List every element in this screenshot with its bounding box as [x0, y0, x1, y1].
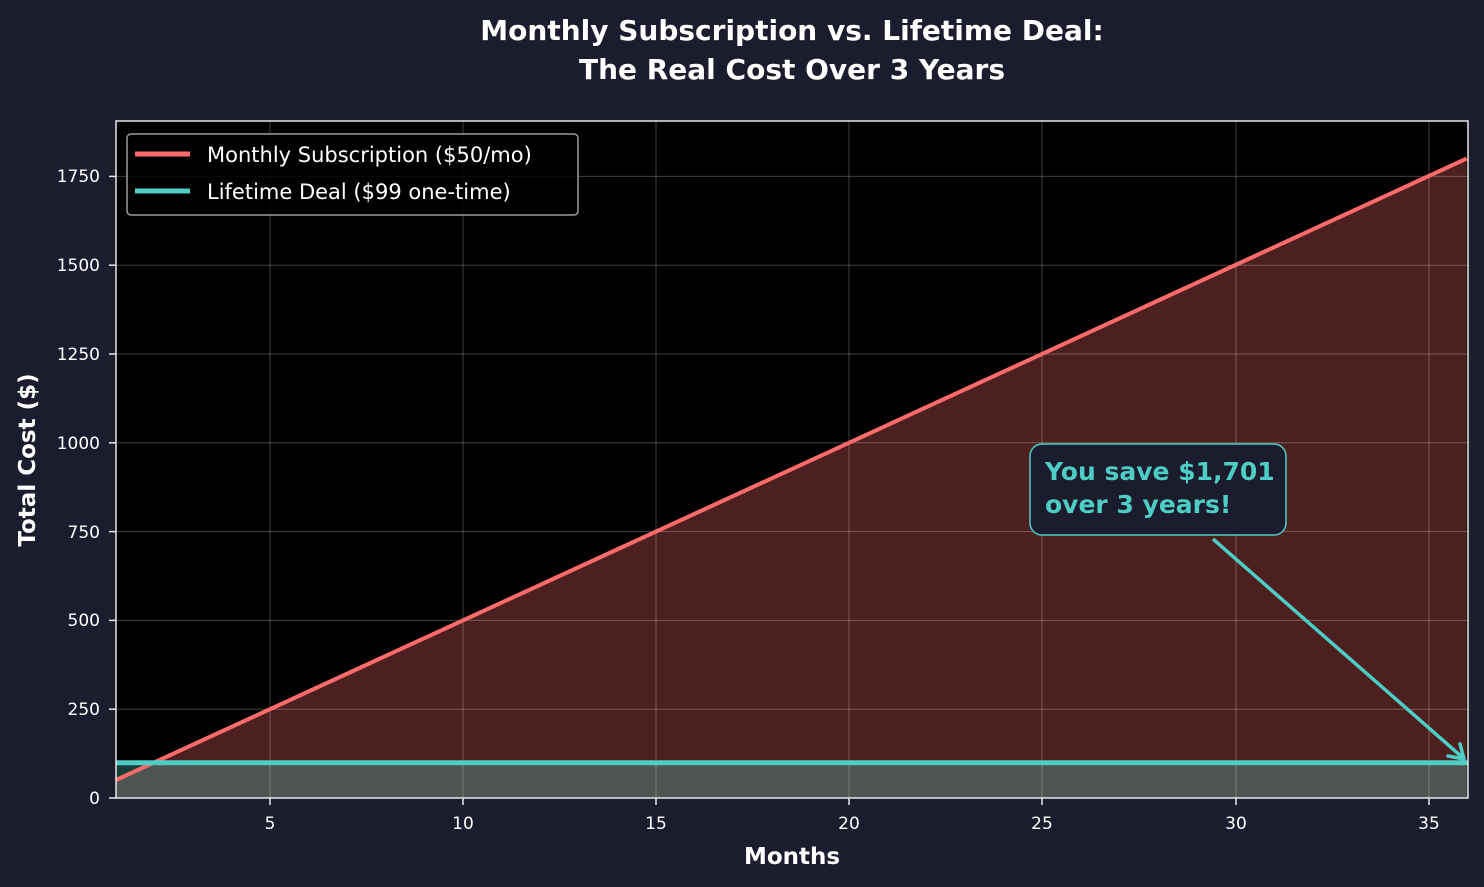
legend-label-subscription: Monthly Subscription ($50/mo) — [207, 143, 532, 167]
x-axis-label: Months — [744, 844, 840, 870]
annotation-text-line-2: over 3 years! — [1045, 490, 1231, 519]
chart-title-line-2: The Real Cost Over 3 Years — [579, 53, 1005, 86]
arrow-head-icon — [1446, 742, 1466, 761]
x-tick-label: 30 — [1225, 814, 1247, 834]
x-axis: 5 10 15 20 25 30 35 Months — [265, 798, 1440, 870]
x-tick-label: 25 — [1031, 814, 1053, 834]
subscription-area-fill — [115, 158, 1467, 799]
y-tick-label: 1250 — [57, 345, 100, 365]
legend-label-lifetime: Lifetime Deal ($99 one-time) — [207, 180, 511, 204]
y-tick-label: 1500 — [57, 256, 100, 276]
y-tick-label: 0 — [89, 789, 100, 809]
x-tick-label: 10 — [452, 814, 474, 834]
axes-frame — [115, 120, 1469, 799]
annotation-text-line-1: You save $1,701 — [1044, 457, 1275, 486]
x-tick-label: 5 — [265, 814, 276, 834]
y-tick-label: 500 — [68, 611, 100, 631]
y-tick-label: 1750 — [57, 167, 100, 187]
savings-annotation: You save $1,701 over 3 years! — [1029, 443, 1466, 761]
y-tick-label: 1000 — [57, 434, 100, 454]
y-tick-label: 250 — [68, 700, 100, 720]
x-tick-label: 20 — [838, 814, 860, 834]
chart-title-line-1: Monthly Subscription vs. Lifetime Deal: — [480, 14, 1103, 47]
subscription-line — [114, 156, 1468, 783]
y-axis-label: Total Cost ($) — [15, 373, 41, 546]
y-tick-label: 750 — [68, 523, 100, 543]
x-tick-label: 15 — [645, 814, 667, 834]
legend: Monthly Subscription ($50/mo) Lifetime D… — [126, 133, 579, 216]
annotation-arrow — [1211, 537, 1464, 759]
y-axis: 0 250 500 750 1000 1250 1500 1750 Total … — [15, 167, 116, 809]
lifetime-area-fill — [116, 762, 1468, 798]
x-tick-label: 35 — [1418, 814, 1440, 834]
